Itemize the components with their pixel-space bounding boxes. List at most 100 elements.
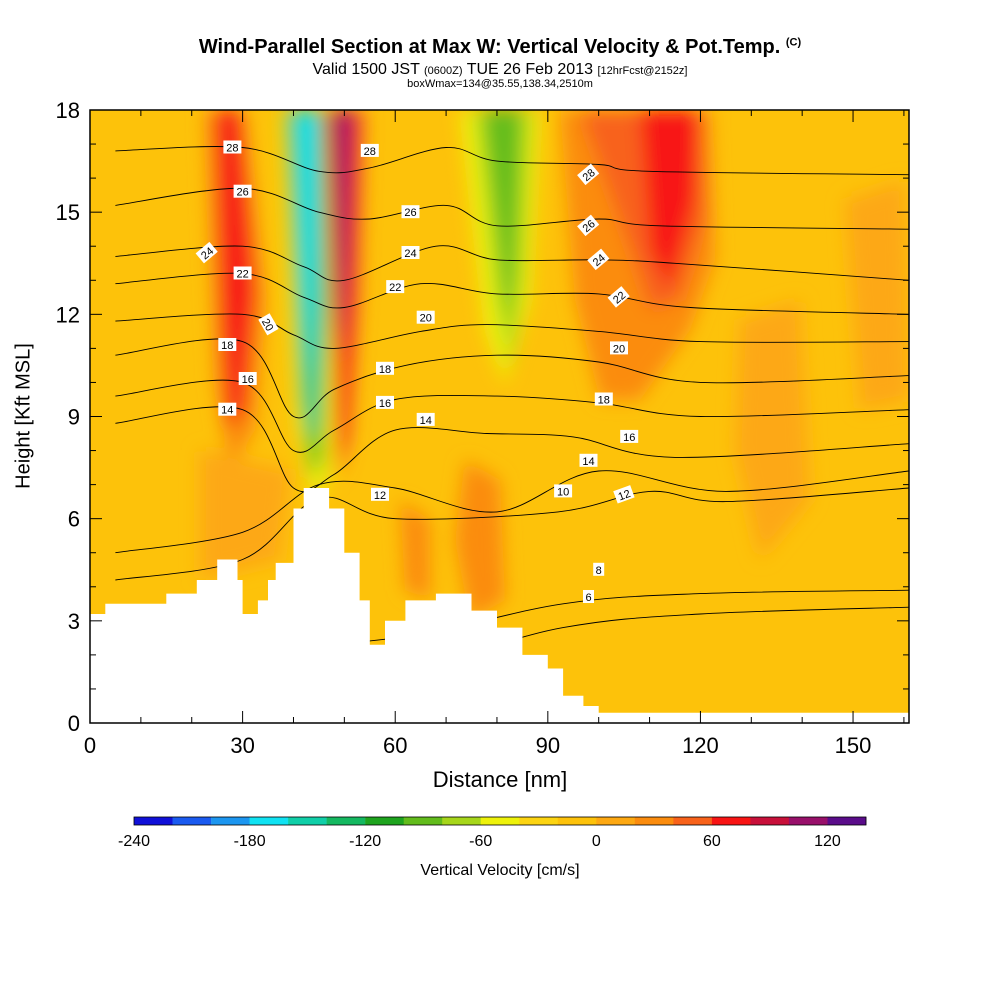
colorbar-swatch	[134, 817, 173, 825]
contour-label-box	[218, 338, 237, 351]
contour-label-text: 14	[582, 456, 594, 468]
y-tick-label: 15	[56, 200, 80, 225]
theta-contour-18	[115, 338, 909, 419]
contour-label-28: 28	[223, 140, 242, 155]
x-axis-label: Distance [nm]	[432, 767, 568, 792]
terrain-mask	[90, 488, 909, 723]
contour-label-text: 16	[242, 374, 254, 386]
subtitle-utc: (0600Z)	[424, 65, 463, 77]
contour-label-box	[401, 205, 420, 219]
contour-label-text: 6	[585, 592, 591, 604]
contour-label-box	[223, 140, 242, 154]
contour-label-box	[258, 313, 279, 336]
colorbar-swatch	[288, 817, 327, 825]
colorbar-swatch	[249, 817, 289, 825]
colorbar-swatch	[326, 817, 366, 825]
colorbar-swatch	[750, 817, 790, 825]
theta-contour-24	[115, 245, 909, 282]
contour-label-20: 20	[416, 310, 435, 325]
contour-label-text: 26	[236, 187, 248, 199]
contour-label-box	[593, 562, 605, 576]
x-tick-label: 90	[536, 733, 560, 758]
contour-label-12: 12	[613, 485, 635, 504]
contour-label-text: 28	[226, 143, 238, 155]
contour-label-18: 18	[594, 392, 613, 407]
contour-label-14: 14	[579, 453, 598, 468]
contour-label-22: 22	[233, 266, 252, 281]
contour-label-20: 20	[258, 313, 279, 336]
y-tick-label: 3	[68, 609, 80, 634]
theta-contour-26	[115, 187, 909, 230]
contour-label-box	[620, 429, 639, 443]
contour-label-box	[233, 184, 252, 198]
colorbar-tick-label: -180	[234, 833, 266, 850]
colorbar-tick-label: -60	[469, 833, 492, 850]
colorbar-label: Vertical Velocity [cm/s]	[420, 862, 580, 879]
contour-label-16: 16	[238, 372, 257, 386]
contour-label-text: 12	[374, 490, 386, 502]
terrain	[90, 488, 909, 723]
x-tick-label: 0	[84, 733, 96, 758]
colorbar-tick-label: 120	[814, 833, 841, 850]
contour-label-text: 26	[404, 207, 416, 219]
colorbar-swatch	[634, 817, 674, 825]
contour-label-text: 18	[221, 340, 233, 352]
x-tick-label: 30	[230, 733, 254, 758]
contour-label-box	[376, 395, 394, 409]
contour-label-box	[577, 163, 600, 186]
contour-label-18: 18	[218, 338, 237, 352]
subtitle-forecast: [12hrFcst@2152z]	[597, 65, 688, 77]
colorbar-swatch	[827, 817, 867, 825]
contour-label-text: 16	[623, 432, 635, 444]
contour-label-box	[360, 143, 379, 157]
colorbar-swatch	[596, 817, 636, 825]
colorbar-swatch	[403, 817, 443, 825]
colorbar-tick-label: 60	[703, 833, 721, 850]
y-tick-label: 0	[68, 711, 80, 736]
contour-label-box	[376, 361, 394, 375]
potential-temperature-contours	[115, 146, 909, 690]
x-tick-label: 150	[835, 733, 872, 758]
contour-label-box	[607, 286, 630, 308]
y-tick-label: 6	[68, 507, 80, 532]
colorbar-swatch	[673, 817, 713, 825]
contour-label-text: 20	[420, 313, 432, 325]
contour-label-box	[587, 248, 610, 271]
y-tick-label: 18	[56, 98, 80, 123]
theta-contour-20	[115, 313, 909, 349]
colorbar-frame	[133, 816, 867, 826]
contour-label-box	[554, 484, 573, 498]
contour-label-box	[401, 246, 420, 259]
contour-label-10: 10	[554, 484, 573, 498]
contour-label-box	[613, 485, 635, 504]
colorbar-swatch	[788, 817, 828, 825]
contour-label-box	[233, 266, 252, 280]
colorbar-swatch	[211, 817, 250, 825]
contour-label-16: 16	[376, 395, 394, 410]
colorbar-swatch	[557, 817, 597, 825]
contour-label-text: 22	[389, 282, 401, 294]
colorbar-swatch	[442, 817, 481, 825]
contour-label-box	[386, 280, 405, 294]
colorbar-swatch	[480, 817, 520, 825]
chart-subtitle: Valid 1500 JST (0600Z) TUE 26 Feb 2013 […	[312, 61, 688, 78]
contour-label-text: 16	[379, 398, 391, 410]
contour-label-box	[579, 453, 598, 467]
contour-label-26: 26	[233, 184, 252, 199]
colorbar-tick-label: -120	[349, 833, 381, 850]
y-tick-label: 9	[68, 405, 80, 430]
contour-label-18: 18	[376, 361, 394, 376]
contour-label-text: 14	[221, 405, 233, 417]
contour-label-text: 14	[420, 415, 432, 427]
theta-contour-28	[115, 146, 909, 176]
contour-label-box	[577, 214, 600, 237]
title-tag: (C)	[785, 36, 802, 49]
contour-label-text: 20	[613, 343, 625, 355]
chart-note: boxWmax=134@35.55,138.34,2510m	[407, 78, 593, 90]
colorbar-tick-label: 0	[592, 833, 601, 850]
contour-label-20: 20	[610, 341, 628, 355]
contour-label-28: 28	[360, 143, 379, 158]
contour-label-text: 8	[596, 565, 602, 577]
contour-label-text: 24	[404, 248, 416, 260]
